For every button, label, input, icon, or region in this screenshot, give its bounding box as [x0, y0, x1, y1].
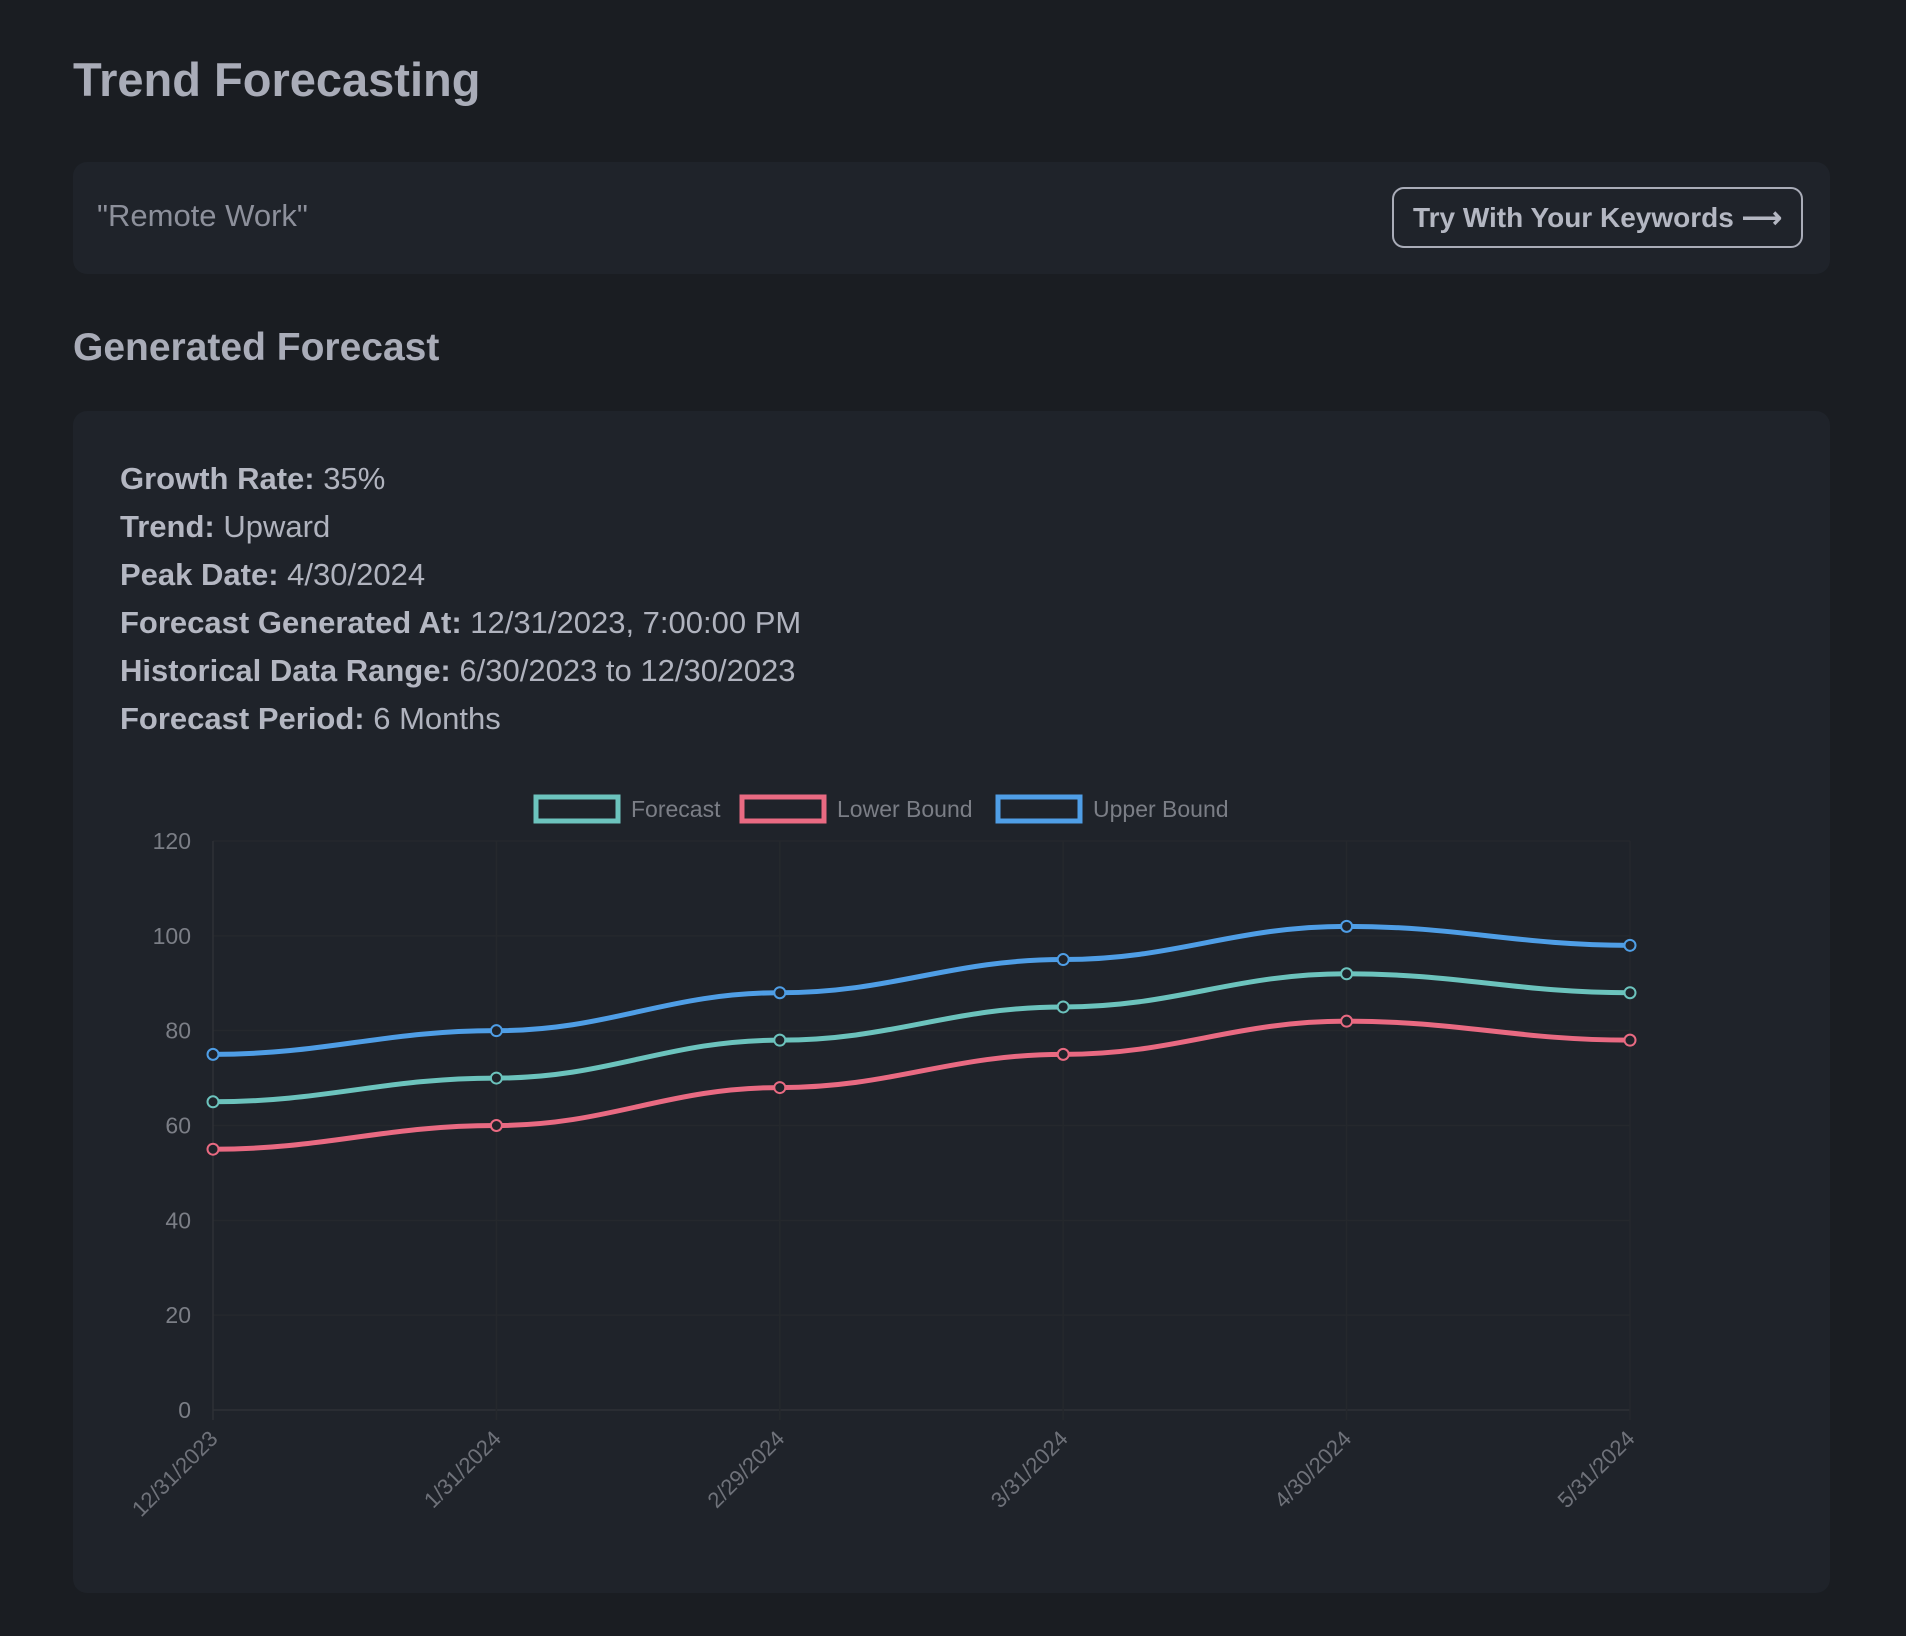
y-tick-label: 0 [178, 1397, 191, 1423]
series-line-upper-bound [212, 923, 1631, 1057]
y-tick-label: 120 [153, 828, 191, 854]
detail-value: 4/30/2024 [287, 557, 426, 592]
x-tick-label: 2/29/2024 [702, 1426, 789, 1513]
legend-label: Forecast [631, 796, 721, 822]
try-with-your-keywords-button[interactable]: Try With Your Keywords ⟶ [1392, 187, 1803, 248]
detail-trend: Trend: Upward [120, 503, 801, 551]
data-point [1340, 919, 1354, 933]
detail-value: 6 Months [373, 701, 501, 736]
detail-growth-rate: Growth Rate: 35% [120, 455, 801, 503]
legend-swatch-lower-bound [739, 794, 827, 824]
x-tick-label: 5/31/2024 [1553, 1426, 1640, 1513]
data-point [773, 986, 787, 1000]
detail-label: Historical Data Range: [120, 653, 451, 688]
detail-value: 12/31/2023, 7:00:00 PM [470, 605, 802, 640]
series-line-forecast [212, 971, 1631, 1105]
page-title: Trend Forecasting [73, 53, 481, 106]
data-point [1623, 1033, 1637, 1047]
data-point [1340, 967, 1354, 981]
data-point [489, 1024, 503, 1038]
detail-value: 35% [323, 461, 386, 496]
y-tick-label: 80 [165, 1018, 191, 1044]
data-point [1056, 1000, 1070, 1014]
section-title: Generated Forecast [73, 326, 440, 369]
data-point [773, 1081, 787, 1095]
x-tick-label: 4/30/2024 [1269, 1426, 1356, 1513]
detail-historical-range: Historical Data Range: 6/30/2023 to 12/3… [120, 647, 801, 695]
data-point [1056, 1047, 1070, 1061]
data-point [206, 1047, 220, 1061]
data-point [206, 1142, 220, 1156]
x-tick-label: 1/31/2024 [419, 1426, 506, 1513]
detail-label: Peak Date: [120, 557, 279, 592]
x-tick-label: 3/31/2024 [986, 1426, 1073, 1513]
detail-peak-date: Peak Date: 4/30/2024 [120, 551, 801, 599]
data-point [773, 1033, 787, 1047]
detail-generated-at: Forecast Generated At: 12/31/2023, 7:00:… [120, 599, 801, 647]
series-line-lower-bound [212, 1018, 1631, 1152]
keyword-text: "Remote Work" [97, 198, 308, 233]
detail-value: 6/30/2023 to 12/30/2023 [459, 653, 796, 688]
detail-forecast-period: Forecast Period: 6 Months [120, 695, 801, 743]
y-tick-label: 60 [165, 1113, 191, 1139]
x-tick-label: 12/31/2023 [127, 1426, 223, 1522]
data-point [489, 1119, 503, 1132]
detail-value: Upward [223, 509, 331, 544]
legend-swatch-forecast [533, 794, 621, 824]
keyword-card: "Remote Work" Try With Your Keywords ⟶ [73, 162, 1830, 274]
data-point [206, 1095, 220, 1109]
detail-label: Forecast Period: [120, 701, 365, 736]
data-point [1623, 938, 1637, 952]
legend-swatch-upper-bound [995, 794, 1083, 824]
legend-label: Lower Bound [837, 796, 973, 822]
arrow-right-icon: ⟶ [1741, 202, 1782, 233]
detail-label: Forecast Generated At: [120, 605, 462, 640]
forecast-card: Growth Rate: 35% Trend: Upward Peak Date… [73, 411, 1830, 1593]
legend-label: Upper Bound [1093, 796, 1229, 822]
data-point [1056, 953, 1070, 967]
forecast-details: Growth Rate: 35% Trend: Upward Peak Date… [120, 455, 801, 743]
detail-label: Trend: [120, 509, 215, 544]
data-point [1623, 986, 1637, 1000]
button-label: Try With Your Keywords [1413, 201, 1734, 233]
y-tick-label: 100 [153, 923, 191, 949]
data-point [489, 1071, 503, 1085]
data-point [1340, 1014, 1354, 1028]
y-tick-label: 20 [165, 1302, 191, 1328]
detail-label: Growth Rate: [120, 461, 315, 496]
y-tick-label: 40 [165, 1207, 191, 1233]
